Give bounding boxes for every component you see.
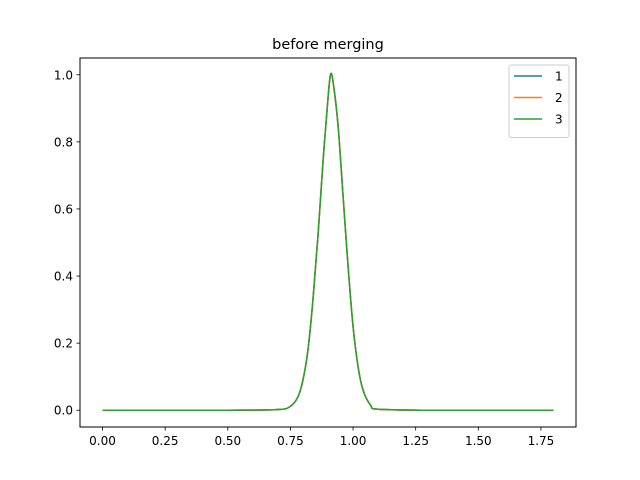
series-line-3 [102, 72, 554, 412]
legend-label-2: 2 [555, 91, 563, 105]
y-axis: 0.0 0.2 0.4 0.6 0.8 1.0 [54, 68, 80, 418]
axes-frame [79, 57, 577, 428]
y-tick-label: 0.8 [54, 135, 73, 149]
legend-label-1: 1 [555, 70, 563, 84]
plot-lines [102, 72, 554, 412]
chart-title: before merging [272, 37, 384, 53]
legend-label-3: 3 [555, 113, 563, 127]
y-tick-label: 0.4 [54, 270, 73, 284]
y-tick-label: 1.0 [54, 68, 73, 82]
y-tick-label: 0.6 [54, 202, 73, 216]
x-tick-label: 0.00 [89, 434, 116, 448]
x-tick-label: 1.75 [528, 434, 555, 448]
x-tick-label: 1.50 [465, 434, 492, 448]
x-tick-label: 1.00 [340, 434, 367, 448]
y-tick-label: 0.0 [54, 404, 73, 418]
x-tick-label: 0.25 [152, 434, 179, 448]
y-tick-label: 0.2 [54, 337, 73, 351]
x-tick-label: 1.25 [402, 434, 429, 448]
x-tick-label: 0.75 [277, 434, 304, 448]
x-axis: 0.00 0.25 0.50 0.75 1.00 1.25 1.50 1.75 [89, 427, 554, 448]
legend: 1 2 3 [508, 64, 570, 138]
x-tick-label: 0.50 [214, 434, 241, 448]
